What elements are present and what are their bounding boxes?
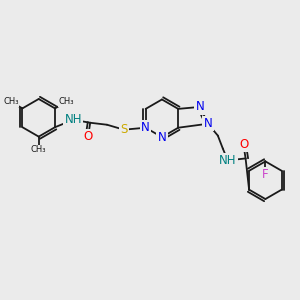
Text: O: O (84, 130, 93, 143)
Text: S: S (120, 123, 128, 136)
Text: CH₃: CH₃ (4, 98, 19, 106)
Text: NH: NH (64, 113, 82, 126)
Text: N: N (141, 121, 150, 134)
Text: NH: NH (219, 154, 236, 167)
Text: O: O (239, 138, 248, 151)
Text: N: N (196, 100, 204, 113)
Text: F: F (262, 168, 269, 181)
Text: CH₃: CH₃ (58, 98, 74, 106)
Text: CH₃: CH₃ (31, 145, 46, 154)
Text: N: N (204, 117, 212, 130)
Text: N: N (158, 130, 166, 144)
